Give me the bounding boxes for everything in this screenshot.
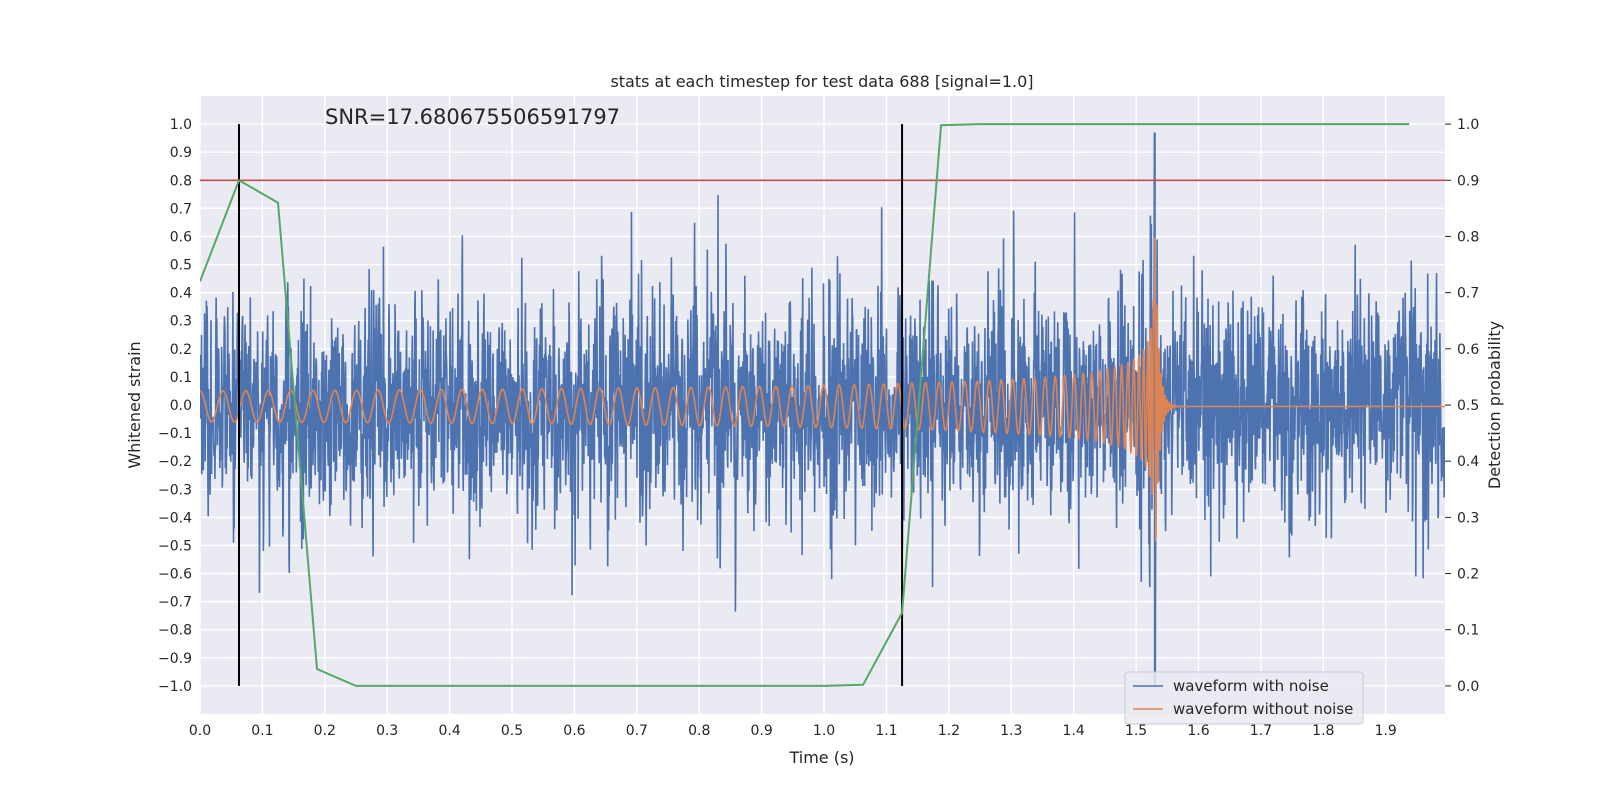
x-tick-label: 0.1 <box>251 723 273 739</box>
y-right-tick-label: 0.5 <box>1457 398 1479 414</box>
y-left-tick-label: −1.0 <box>158 679 192 695</box>
x-tick-label: 0.4 <box>438 723 460 739</box>
x-axis-label: Time (s) <box>788 748 854 767</box>
x-tick-label: 1.5 <box>1125 723 1147 739</box>
y-left-tick-label: 1.0 <box>170 117 192 133</box>
y-left-tick-label: −0.5 <box>158 538 192 554</box>
y-left-tick-label: 0.1 <box>170 370 192 386</box>
y-right-tick-label: 1.0 <box>1457 117 1479 133</box>
y-left-tick-label: 0.4 <box>170 286 192 302</box>
x-tick-label: 1.6 <box>1187 723 1209 739</box>
y-left-axis-label: Whitened strain <box>125 341 144 468</box>
y-right-tick-label: 0.8 <box>1457 229 1479 245</box>
vertical-markers <box>238 124 904 686</box>
y-left-tick-label: 0.9 <box>170 145 192 161</box>
y-left-tick-label: 0.8 <box>170 173 192 189</box>
legend-label-clean: waveform without noise <box>1173 700 1353 718</box>
chart-title: stats at each timestep for test data 688… <box>610 72 1033 91</box>
y-left-tick-label: 0.7 <box>170 201 192 217</box>
snr-annotation: SNR=17.680675506591797 <box>325 105 620 129</box>
series-detection-probability <box>200 123 1410 687</box>
y-left-tick-label: 0.5 <box>170 258 192 274</box>
y-right-tick-label: 0.3 <box>1457 510 1479 526</box>
y-left-tick-label: −0.8 <box>158 623 192 639</box>
y-left-tick-label: 0.3 <box>170 314 192 330</box>
x-tick-label: 1.8 <box>1312 723 1334 739</box>
y-left-tick-label: 0.6 <box>170 229 192 245</box>
y-right-tick-label: 0.7 <box>1457 286 1479 302</box>
y-left-tick-label: 0.0 <box>170 398 192 414</box>
x-tick-label: 1.9 <box>1375 723 1397 739</box>
x-tick-label: 1.2 <box>938 723 960 739</box>
x-tick-label: 0.6 <box>563 723 585 739</box>
y-right-axis-label: Detection probability <box>1485 321 1504 489</box>
x-tick-label: 1.3 <box>1000 723 1022 739</box>
y-left-tick-label: −0.7 <box>158 595 192 611</box>
x-tick-label: 0.9 <box>751 723 773 739</box>
y-left-tick-label: −0.1 <box>158 426 192 442</box>
x-axis-ticks: 0.0 0.1 0.2 0.3 0.4 0.5 0.6 0.7 0.8 0.9 1.0 1.1 1.2 1… <box>189 723 1397 739</box>
y-left-tick-label: −0.2 <box>158 454 192 470</box>
series-waveform-with-noise <box>200 132 1445 686</box>
x-tick-label: 0.5 <box>501 723 523 739</box>
x-tick-label: 0.7 <box>626 723 648 739</box>
y-left-tick-label: −0.4 <box>158 510 192 526</box>
y-left-tick-label: −0.9 <box>158 651 192 667</box>
x-tick-label: 1.4 <box>1063 723 1085 739</box>
x-tick-label: 1.7 <box>1250 723 1272 739</box>
y-right-tick-label: 0.2 <box>1457 567 1479 583</box>
x-tick-label: 0.0 <box>189 723 211 739</box>
legend-label-noise: waveform with noise <box>1173 677 1329 695</box>
y-left-tick-label: 0.2 <box>170 342 192 358</box>
y-right-axis-ticks: 1.0 0.9 0.8 0.7 0.6 0.5 0.4 0.3 0.2 0.1 0.0 <box>1445 117 1479 695</box>
plot-area <box>200 123 1445 687</box>
series-waveform-without-noise <box>200 237 1445 542</box>
x-tick-label: 1.0 <box>813 723 835 739</box>
x-tick-label: 0.2 <box>314 723 336 739</box>
y-right-tick-label: 0.1 <box>1457 623 1479 639</box>
x-tick-label: 1.1 <box>875 723 897 739</box>
x-tick-label: 0.3 <box>376 723 398 739</box>
y-right-tick-label: 0.4 <box>1457 454 1479 470</box>
y-right-tick-label: 0.9 <box>1457 173 1479 189</box>
y-right-tick-label: 0.6 <box>1457 342 1479 358</box>
y-left-tick-label: −0.3 <box>158 482 192 498</box>
x-tick-label: 0.8 <box>688 723 710 739</box>
y-right-tick-label: 0.0 <box>1457 679 1479 695</box>
y-left-axis-ticks: 1.0 0.9 0.8 0.7 0.6 0.5 0.4 0.3 0.2 0.1 0.0 −0.1 −0.… <box>158 117 192 695</box>
legend: waveform with noise waveform without noi… <box>1124 671 1364 725</box>
legend-box <box>1124 671 1364 725</box>
y-left-tick-label: −0.6 <box>158 567 192 583</box>
